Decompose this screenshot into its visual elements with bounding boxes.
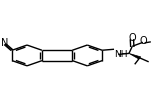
- Text: NH: NH: [114, 50, 128, 59]
- Polygon shape: [129, 53, 141, 59]
- Text: N: N: [1, 38, 8, 48]
- Text: O: O: [140, 36, 148, 46]
- Text: O: O: [128, 33, 136, 43]
